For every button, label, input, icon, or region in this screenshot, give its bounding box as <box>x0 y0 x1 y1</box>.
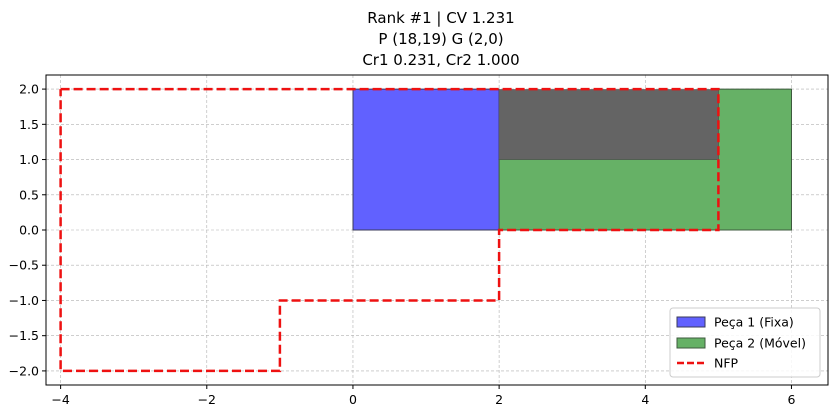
y-tick-label-7: −1.5 <box>9 328 39 343</box>
x-tick-label-2: 0 <box>349 392 357 407</box>
legend-label-peca-1: Peça 1 (Fixa) <box>714 315 794 330</box>
series-nfp-line <box>59 87 720 373</box>
y-tick-label-6: −1.0 <box>9 293 39 308</box>
y-tick-label-2: 1.0 <box>19 152 39 167</box>
overlap-region <box>499 89 719 230</box>
ticks: −4 −2 0 2 4 6 2.0 1.5 1.0 0.5 0.0 −0.5 −1.0 −1.5 −2.0 <box>9 82 796 407</box>
y-tick-label-3: 0.5 <box>19 187 39 202</box>
x-tick-label-4: 4 <box>641 392 649 407</box>
y-tick-label-0: 2.0 <box>19 82 39 97</box>
legend-label-peca-2: Peça 2 (Móvel) <box>714 336 806 351</box>
x-tick-label-0: −4 <box>51 392 69 407</box>
legend-label-nfp: NFP <box>714 356 739 371</box>
title-line-2: P (18,19) G (2,0) <box>378 30 503 48</box>
title-line-1: Rank #1 | CV 1.231 <box>367 9 514 27</box>
y-tick-label-1: 1.5 <box>19 117 39 132</box>
x-tick-label-1: −2 <box>198 392 216 407</box>
title-line-3: Cr1 0.231, Cr2 1.000 <box>362 51 519 69</box>
legend-box <box>669 307 821 378</box>
y-tick-label-5: −0.5 <box>9 258 39 273</box>
x-tick-label-3: 2 <box>495 392 503 407</box>
legend: Peça 1 (Fixa) Peça 2 (Móvel) NFP <box>669 307 821 378</box>
plot-area <box>59 87 792 373</box>
legend-swatch-peca-1 <box>676 316 706 328</box>
y-tick-label-4: 0.0 <box>19 223 39 238</box>
y-tick-label-8: −2.0 <box>9 363 39 378</box>
chart-title: Rank #1 | CV 1.231 P (18,19) G (2,0) Cr1… <box>362 9 519 69</box>
x-tick-label-5: 6 <box>787 392 795 407</box>
legend-swatch-peca-2 <box>676 337 706 349</box>
